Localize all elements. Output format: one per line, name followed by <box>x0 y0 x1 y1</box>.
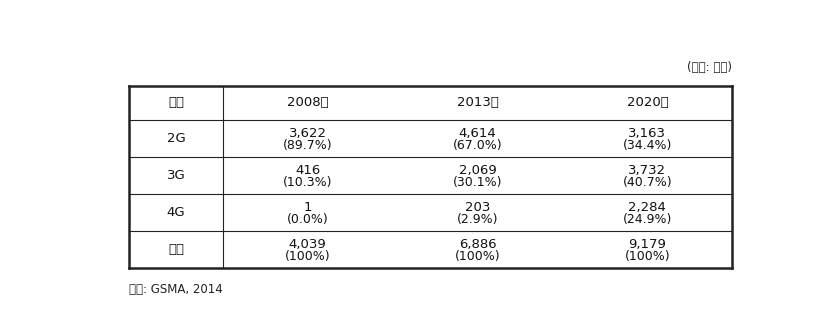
Text: (0.0%): (0.0%) <box>286 213 328 225</box>
Text: 4,614: 4,614 <box>458 127 495 140</box>
Text: (100%): (100%) <box>454 250 500 262</box>
Text: 6,886: 6,886 <box>458 238 495 251</box>
Text: (34.4%): (34.4%) <box>622 139 672 152</box>
Text: 3,622: 3,622 <box>289 127 326 140</box>
Text: 203: 203 <box>464 201 490 214</box>
Text: 2013년: 2013년 <box>456 96 498 109</box>
Text: (67.0%): (67.0%) <box>452 139 502 152</box>
Text: 4,039: 4,039 <box>289 238 326 251</box>
Text: (30.1%): (30.1%) <box>452 175 502 189</box>
Text: (단위: 백만): (단위: 백만) <box>686 61 731 74</box>
Text: (2.9%): (2.9%) <box>457 213 498 225</box>
Text: 2020년: 2020년 <box>626 96 667 109</box>
Text: 416: 416 <box>294 164 320 177</box>
Text: (100%): (100%) <box>624 250 669 262</box>
Text: (24.9%): (24.9%) <box>622 213 672 225</box>
Text: 구분: 구분 <box>168 96 184 109</box>
Text: (89.7%): (89.7%) <box>283 139 332 152</box>
Text: 4G: 4G <box>166 206 185 219</box>
Text: 합계: 합계 <box>168 243 184 256</box>
Text: 9,179: 9,179 <box>628 238 666 251</box>
Text: 2G: 2G <box>166 132 185 145</box>
Text: (100%): (100%) <box>284 250 330 262</box>
Text: (10.3%): (10.3%) <box>283 175 332 189</box>
Text: 3,732: 3,732 <box>628 164 666 177</box>
Text: 2,069: 2,069 <box>458 164 495 177</box>
Text: (40.7%): (40.7%) <box>622 175 672 189</box>
Text: 1: 1 <box>303 201 312 214</box>
Text: 2,284: 2,284 <box>628 201 666 214</box>
Text: 자료: GSMA, 2014: 자료: GSMA, 2014 <box>129 283 222 296</box>
Text: 3,163: 3,163 <box>628 127 666 140</box>
Text: 3G: 3G <box>166 169 185 182</box>
Text: 2008년: 2008년 <box>286 96 328 109</box>
